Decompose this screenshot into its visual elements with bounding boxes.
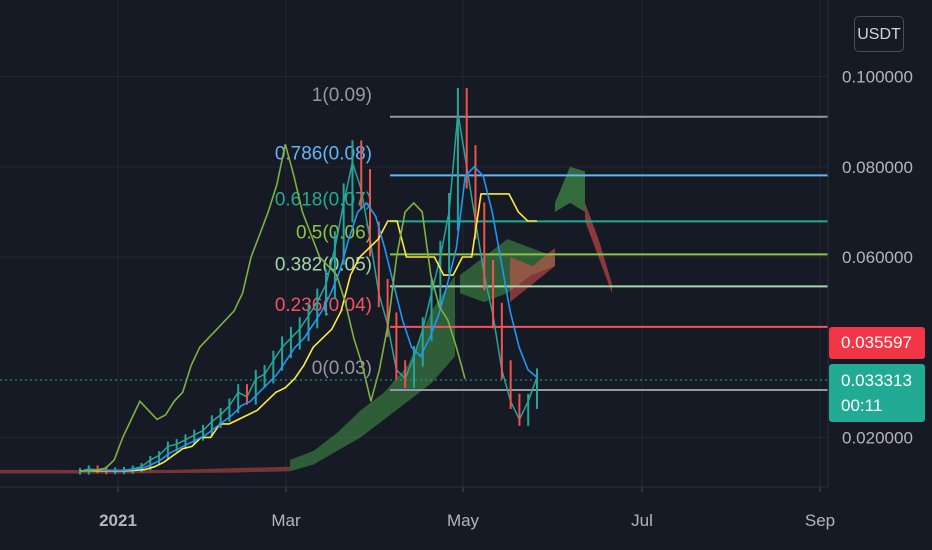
- x-tick-label: May: [447, 511, 480, 530]
- x-tick-label: 2021: [99, 511, 137, 530]
- currency-selector-button[interactable]: USDT: [854, 16, 904, 52]
- x-tick-label: Mar: [271, 511, 301, 530]
- series-lines: [79, 87, 538, 475]
- candle-countdown: 00:11: [841, 396, 883, 415]
- price-tag-red: 0.035597: [829, 327, 925, 359]
- cloud-bullish-segment: [555, 166, 585, 212]
- fib-level-label: 1(0.09): [312, 85, 372, 106]
- fib-level-label: 0.786(0.08): [275, 143, 372, 164]
- fib-level-label: 0.618(0.07): [275, 189, 372, 210]
- x-tick-label: Jul: [631, 511, 653, 530]
- y-tick-label: 0.020000: [842, 428, 913, 447]
- fib-level-label: 0.382(0.05): [275, 254, 372, 275]
- x-tick-label: Sep: [805, 511, 835, 530]
- fib-level-label: 0.236(0.04): [275, 295, 372, 316]
- y-tick-label: 0.080000: [842, 158, 913, 177]
- fib-level-label: 0(0.03): [312, 358, 372, 379]
- cloud-bearish-segment: [510, 248, 555, 303]
- lagging-span-line: [79, 144, 466, 472]
- grid: [0, 0, 828, 487]
- y-tick-label: 0.060000: [842, 248, 913, 267]
- fibonacci-retracement[interactable]: 1(0.09)0.786(0.08)0.618(0.07)0.5(0.06)0.…: [275, 85, 828, 392]
- price-tag-red-value: 0.035597: [841, 333, 912, 352]
- y-tick-label: 0.100000: [842, 68, 913, 87]
- conversion-line-line: [79, 165, 538, 472]
- price-tag-current-value: 0.033313: [841, 371, 912, 390]
- cloud-bullish-segment: [290, 275, 455, 472]
- cloud-bearish-segment: [585, 202, 612, 294]
- axes: 0.100000 0.080000 0.060000 0.020000 2021 Mar M…: [0, 0, 913, 530]
- base-line-line: [80, 193, 537, 472]
- price-tag-current: 0.033313 00:11: [829, 364, 925, 422]
